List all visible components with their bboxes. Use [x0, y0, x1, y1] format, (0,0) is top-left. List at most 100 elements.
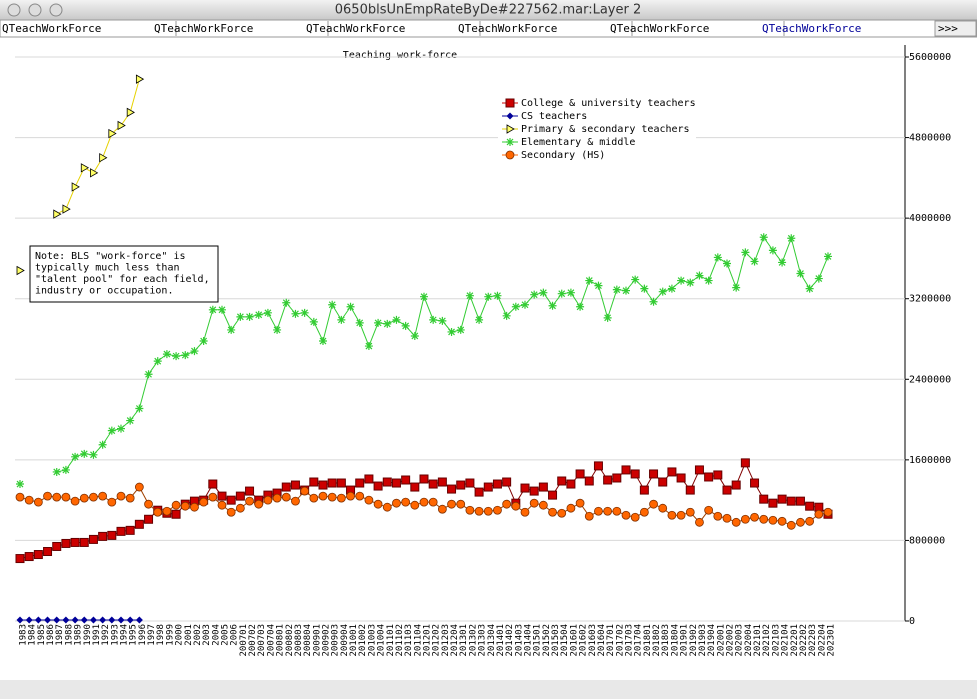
y-tick-label: 3200000: [909, 294, 951, 305]
marker: [493, 291, 502, 300]
marker: [190, 502, 199, 512]
marker: [630, 469, 640, 479]
marker: [759, 514, 769, 524]
marker: [649, 469, 659, 479]
marker: [667, 510, 677, 520]
marker: [723, 259, 731, 268]
tab-label: QTeachWorkForce: [154, 22, 253, 35]
marker: [392, 498, 401, 508]
x-tick-label: 2003: [202, 624, 212, 646]
marker: [538, 482, 548, 492]
marker: [217, 500, 227, 510]
marker: [116, 491, 126, 501]
marker: [741, 248, 750, 257]
close-button[interactable]: [7, 3, 21, 17]
y-tick-label: 5600000: [909, 52, 951, 63]
marker: [768, 498, 778, 508]
x-tick-label: 201601: [569, 624, 579, 657]
marker: [281, 492, 291, 502]
marker: [291, 309, 300, 318]
x-tick-label: 202203: [808, 624, 818, 657]
marker: [713, 470, 723, 480]
marker: [80, 616, 88, 624]
marker: [667, 284, 676, 293]
x-tick-label: 1989: [74, 624, 84, 646]
minimize-button[interactable]: [28, 3, 42, 17]
title-bar: [0, 0, 977, 20]
marker: [676, 510, 686, 520]
marker: [226, 495, 236, 505]
marker: [585, 276, 594, 285]
marker: [759, 233, 768, 242]
marker: [796, 269, 805, 278]
marker: [116, 526, 126, 536]
marker: [99, 153, 108, 163]
x-tick-label: 201104: [413, 624, 423, 657]
marker: [24, 495, 34, 505]
marker: [15, 554, 25, 564]
y-tick-label: 4000000: [909, 213, 951, 224]
marker: [548, 301, 557, 310]
marker: [117, 120, 126, 131]
x-tick-label: 1996: [138, 624, 148, 646]
marker: [768, 515, 778, 525]
marker: [162, 350, 171, 359]
marker: [631, 275, 640, 284]
x-tick-label: 2004: [211, 624, 221, 646]
marker: [135, 74, 145, 84]
x-tick-label: 201101: [386, 624, 396, 657]
marker: [566, 503, 576, 513]
marker: [658, 503, 668, 513]
marker: [15, 492, 25, 502]
x-tick-label: 201402: [505, 624, 515, 657]
marker: [447, 327, 456, 336]
x-tick-label: 202201: [790, 624, 800, 657]
marker: [557, 476, 567, 486]
more-tabs[interactable]: [934, 20, 977, 37]
x-tick-label: 1995: [129, 624, 139, 646]
marker: [704, 505, 714, 515]
marker: [649, 499, 658, 509]
x-tick-label: 1994: [120, 624, 130, 646]
x-tick-label: 201703: [625, 624, 635, 657]
x-tick-label: 1993: [110, 624, 120, 646]
marker: [713, 253, 722, 262]
marker: [144, 514, 154, 524]
marker: [575, 498, 585, 508]
zoom-button[interactable]: [49, 3, 63, 17]
marker: [520, 483, 530, 493]
marker: [327, 492, 337, 502]
marker: [465, 478, 475, 488]
x-tick-label: 201203: [441, 624, 451, 657]
marker: [107, 497, 117, 507]
marker: [374, 318, 383, 327]
marker: [162, 506, 172, 516]
x-tick-label: 200901: [312, 624, 322, 657]
x-tick-label: 201304: [487, 624, 497, 657]
marker: [208, 305, 217, 314]
marker: [795, 496, 805, 506]
marker: [493, 505, 502, 515]
marker: [777, 494, 787, 504]
marker: [99, 616, 107, 624]
marker: [676, 473, 686, 483]
marker: [254, 310, 263, 319]
marker: [226, 507, 236, 517]
x-tick-label: 202102: [762, 624, 772, 657]
x-tick-label: 201303: [478, 624, 488, 657]
marker: [180, 501, 190, 511]
x-tick-label: 202003: [735, 624, 745, 657]
legend-marker: [506, 124, 515, 134]
marker: [612, 506, 622, 516]
marker: [272, 493, 282, 503]
marker: [612, 473, 622, 483]
note-line: Note: BLS "work-force" is: [35, 251, 186, 262]
marker: [44, 616, 52, 624]
x-tick-label: 201103: [404, 624, 414, 657]
marker: [805, 516, 815, 526]
x-tick-label: 202104: [781, 624, 791, 657]
x-tick-label: 1983: [19, 624, 29, 646]
marker: [336, 493, 346, 503]
marker: [79, 493, 89, 503]
x-tick-label: 1997: [147, 624, 157, 646]
